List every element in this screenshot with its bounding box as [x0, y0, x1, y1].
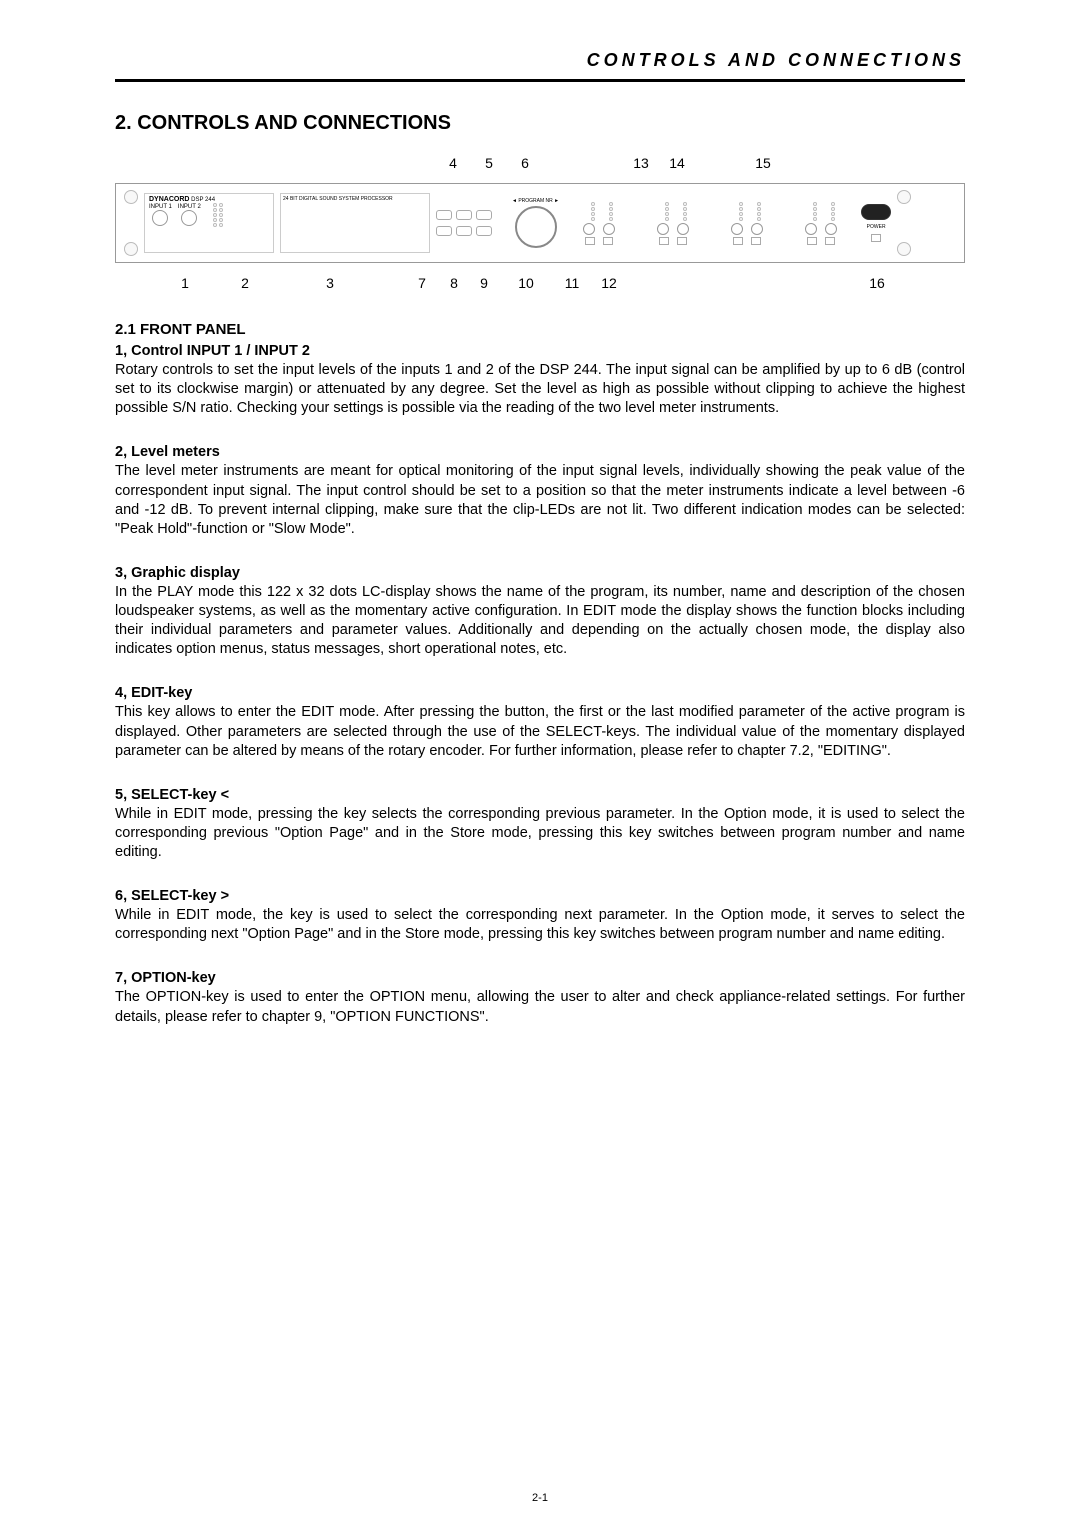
power-label: POWER	[867, 224, 886, 230]
callout-10: 10	[499, 275, 553, 291]
control-buttons	[436, 193, 506, 253]
power-switch	[861, 204, 891, 220]
input-section: DYNACORD DSP 244 INPUT 1 INPUT 2	[144, 193, 274, 253]
callout-1: 1	[155, 275, 215, 291]
item-5-head: 5, SELECT-key <	[115, 787, 965, 803]
callout-6: 6	[507, 155, 543, 171]
top-callouts: 4 5 6 13 14 15	[435, 155, 965, 171]
item-4-head: 4, EDIT-key	[115, 685, 965, 701]
item-4-body: This key allows to enter the EDIT mode. …	[115, 703, 965, 760]
output-7-8	[787, 202, 855, 245]
item-3-body: In the PLAY mode this 122 x 32 dots LC-d…	[115, 583, 965, 660]
callout-14: 14	[659, 155, 695, 171]
callout-11: 11	[553, 275, 591, 291]
output-1-2	[565, 202, 633, 245]
front-panel-diagram: 4 5 6 13 14 15 DYNACORD DSP 244 INPUT 1 …	[115, 155, 965, 291]
right-screws	[897, 190, 911, 256]
callout-5: 5	[471, 155, 507, 171]
item-6-body: While in EDIT mode, the key is used to s…	[115, 906, 965, 944]
item-1-body: Rotary controls to set the input levels …	[115, 361, 965, 418]
item-2-body: The level meter instruments are meant fo…	[115, 462, 965, 539]
item-3-head: 3, Graphic display	[115, 565, 965, 581]
section-2-1: 2.1 FRONT PANEL	[115, 321, 965, 338]
item-7-body: The OPTION-key is used to enter the OPTI…	[115, 988, 965, 1026]
device-panel-illustration: DYNACORD DSP 244 INPUT 1 INPUT 2 24 BIT …	[115, 183, 965, 263]
chapter-title: 2. CONTROLS AND CONNECTIONS	[115, 112, 965, 135]
callout-2: 2	[215, 275, 275, 291]
callout-9: 9	[469, 275, 499, 291]
callout-3: 3	[275, 275, 385, 291]
callout-16: 16	[857, 275, 897, 291]
level-meters	[213, 203, 223, 227]
item-1-head: 1, Control INPUT 1 / INPUT 2	[115, 343, 965, 359]
callout-8: 8	[439, 275, 469, 291]
item-2-head: 2, Level meters	[115, 444, 965, 460]
output-3-4	[639, 202, 707, 245]
item-6-head: 6, SELECT-key >	[115, 888, 965, 904]
wheel-label: ◄ PROGRAM NR ►	[512, 198, 559, 204]
brand-label: DYNACORD	[149, 196, 189, 203]
callout-13: 13	[623, 155, 659, 171]
output-5-6	[713, 202, 781, 245]
callout-12: 12	[591, 275, 627, 291]
item-5-body: While in EDIT mode, pressing the key sel…	[115, 805, 965, 862]
callout-7: 7	[405, 275, 439, 291]
lcd-display: 24 BIT DIGITAL SOUND SYSTEM PROCESSOR	[280, 193, 430, 253]
bottom-callouts: 1 2 3 7 8 9 10 11 12 16	[115, 275, 965, 291]
callout-15: 15	[745, 155, 781, 171]
left-screws	[124, 190, 138, 256]
rotary-encoder	[515, 206, 557, 248]
item-7-head: 7, OPTION-key	[115, 970, 965, 986]
page-header: CONTROLS AND CONNECTIONS	[115, 50, 965, 82]
page-number: 2-1	[0, 1492, 1080, 1504]
callout-4: 4	[435, 155, 471, 171]
